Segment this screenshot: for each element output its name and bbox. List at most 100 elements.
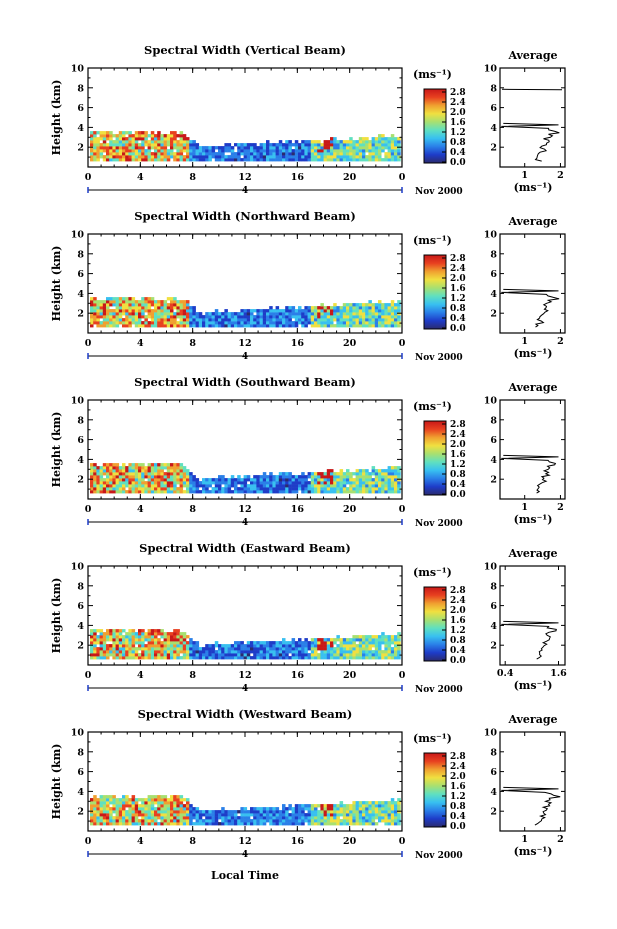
heatmap-cell — [275, 481, 280, 485]
heatmap-cell — [179, 131, 184, 135]
heatmap-cell — [275, 315, 280, 319]
x-tick-label: 0 — [85, 836, 92, 847]
heatmap-cell — [166, 798, 171, 802]
heatmap-cell — [358, 801, 363, 805]
heatmap-cell — [192, 478, 196, 482]
heatmap-cell — [221, 155, 225, 159]
heatmap-cell — [390, 137, 395, 141]
heatmap-cell — [102, 822, 107, 826]
heatmap-cell — [317, 315, 321, 319]
heatmap-cell — [186, 152, 190, 156]
heatmap-cell — [170, 146, 174, 150]
heatmap-cell — [342, 644, 347, 648]
heatmap-cell — [320, 647, 324, 651]
heatmap-cell — [352, 140, 356, 144]
heatmap-cell — [304, 152, 308, 156]
heatmap-cell — [349, 318, 353, 322]
x-tick-label: 12 — [238, 670, 251, 681]
heatmap-cell — [166, 324, 171, 328]
heatmap-cell — [352, 490, 356, 494]
heatmap-cell — [381, 134, 385, 138]
heatmap-cell — [394, 804, 398, 808]
colorbar-tick-label: 0.0 — [450, 490, 466, 500]
heatmap-cell — [144, 297, 148, 301]
heatmap-cell — [317, 813, 321, 817]
heatmap-cell — [157, 324, 161, 328]
profile-x-tick-label: 0.4 — [497, 668, 514, 679]
heatmap-cell — [355, 303, 360, 307]
heatmap-cell — [390, 143, 395, 147]
heatmap-cell — [128, 653, 132, 657]
heatmap-cell — [227, 816, 232, 820]
heatmap-cell — [314, 641, 318, 645]
heatmap-cell — [275, 822, 280, 826]
heatmap-cell — [182, 315, 187, 319]
heatmap-cell — [253, 315, 257, 319]
heatmap-cell — [211, 321, 216, 325]
heatmap-cell — [387, 644, 392, 648]
heatmap-cell — [336, 635, 340, 639]
heatmap-cell — [128, 813, 132, 817]
heatmap-cell — [230, 656, 235, 660]
heatmap-cell — [170, 819, 174, 823]
heatmap-cell — [387, 475, 392, 479]
heatmap-cell — [134, 140, 139, 144]
heatmap-cell — [179, 140, 184, 144]
heatmap-cell — [381, 819, 385, 823]
heatmap-cell — [173, 466, 177, 470]
heatmap-cell — [240, 318, 244, 322]
heatmap-cell — [269, 321, 273, 325]
heatmap-cell — [93, 478, 97, 482]
heatmap-cell — [259, 152, 264, 156]
heatmap-cell — [378, 149, 382, 153]
heatmap-cell — [211, 822, 216, 826]
heatmap-cell — [150, 798, 155, 802]
heatmap-cell — [179, 650, 184, 654]
heatmap-cell — [278, 475, 283, 479]
heatmap-cell — [173, 472, 177, 476]
date-label: Nov 2000 — [415, 519, 463, 529]
heatmap-cell — [368, 490, 372, 494]
heatmap-cell — [278, 318, 283, 322]
heatmap-cell — [202, 315, 206, 319]
heatmap-cell — [157, 807, 161, 811]
heatmap-cell — [93, 810, 97, 814]
heatmap-cell — [397, 146, 401, 150]
heatmap-cell — [192, 158, 196, 162]
x-tick-label: 20 — [343, 338, 357, 349]
heatmap-cell — [179, 490, 184, 494]
heatmap-cell — [160, 469, 164, 473]
heatmap-cell — [256, 152, 260, 156]
heatmap-cell — [99, 137, 104, 141]
heatmap-cell — [144, 134, 148, 138]
heatmap-cell — [365, 816, 369, 820]
heatmap-cell — [298, 312, 302, 316]
heatmap-cell — [112, 475, 116, 479]
heatmap-cell — [330, 155, 334, 159]
heatmap-cell — [131, 469, 136, 473]
heatmap-cell — [378, 146, 382, 150]
heatmap-cell — [253, 656, 257, 660]
heatmap-cell — [99, 795, 104, 799]
heatmap-cell — [134, 472, 139, 476]
heatmap-cell — [237, 819, 241, 823]
heatmap-cell — [336, 155, 340, 159]
heatmap-cell — [317, 146, 321, 150]
heatmap-cell — [358, 813, 363, 817]
heatmap-cell — [374, 155, 379, 159]
heatmap-cell — [294, 318, 299, 322]
profile-y-tick-label: 4 — [490, 289, 497, 300]
heatmap-cell — [166, 801, 171, 805]
heatmap-cell — [163, 303, 168, 307]
heatmap-cell — [282, 816, 286, 820]
heatmap-cell — [253, 149, 257, 153]
heatmap-cell — [330, 137, 334, 141]
heatmap-cell — [160, 641, 164, 645]
heatmap-cell — [387, 309, 392, 313]
heatmap-cell — [211, 146, 216, 150]
heatmap-cell — [346, 653, 350, 657]
heatmap-cell — [250, 315, 254, 319]
heatmap-cell — [259, 653, 264, 657]
heatmap-cell — [397, 318, 401, 322]
heatmap-cell — [237, 822, 241, 826]
